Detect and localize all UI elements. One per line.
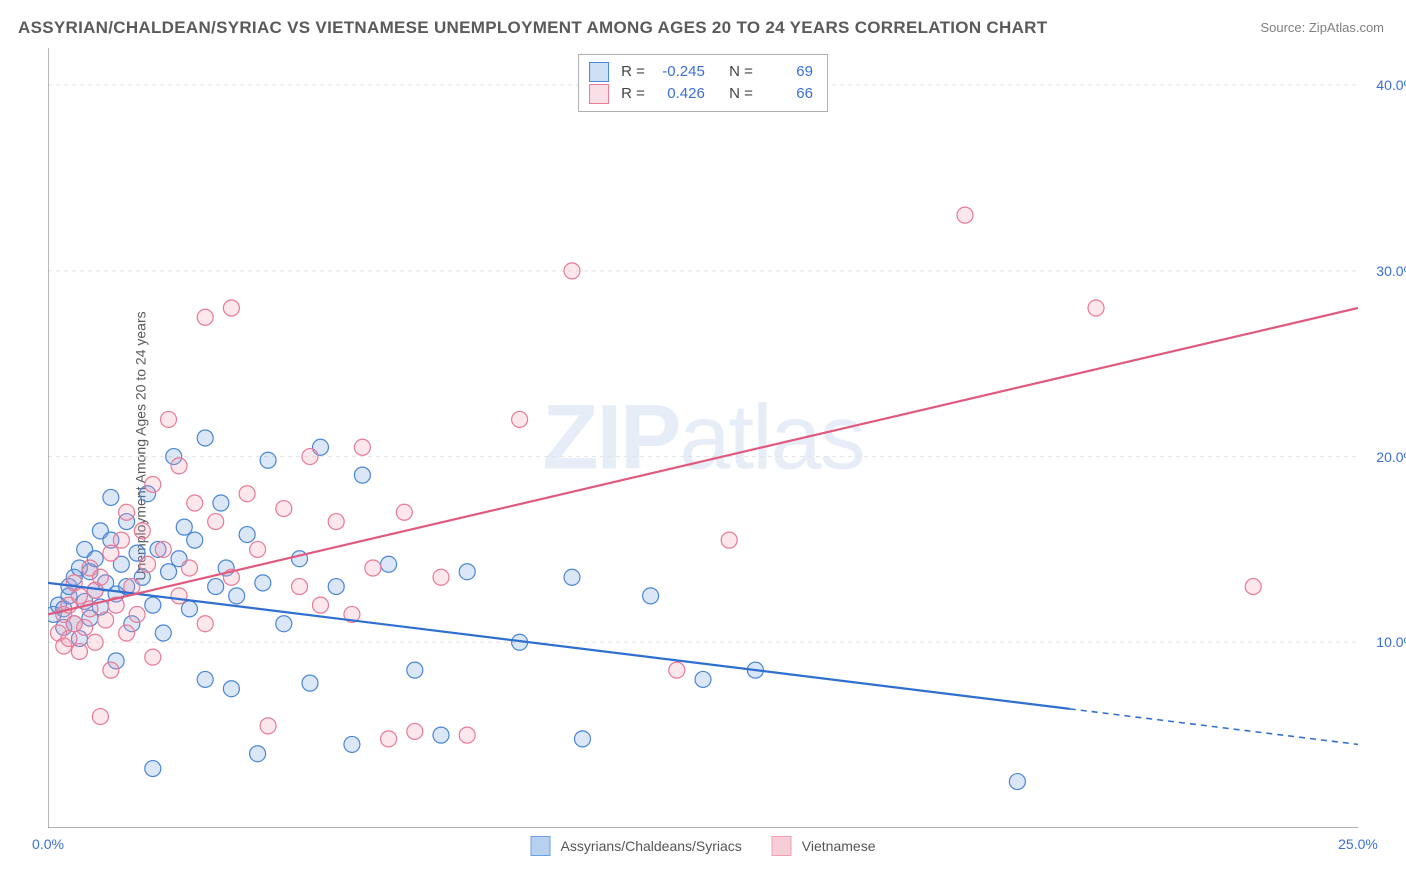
stats-legend: R = -0.245 N = 69 R = 0.426 N = 66 — [578, 54, 828, 112]
stats-row-series-0: R = -0.245 N = 69 — [589, 61, 813, 83]
stat-r-series-0: -0.245 — [653, 61, 705, 83]
scatter-plot-svg — [48, 48, 1358, 828]
chart-title: ASSYRIAN/CHALDEAN/SYRIAC VS VIETNAMESE U… — [18, 18, 1047, 38]
source-attribution: Source: ZipAtlas.com — [1260, 20, 1384, 35]
legend-label-0: Assyrians/Chaldeans/Syriacs — [561, 838, 742, 854]
y-tick-label: 30.0% — [1376, 263, 1406, 279]
chart-container: ASSYRIAN/CHALDEAN/SYRIAC VS VIETNAMESE U… — [0, 0, 1406, 892]
legend-item-0: Assyrians/Chaldeans/Syriacs — [531, 836, 742, 856]
plot-area: ZIPatlas R = -0.245 N = 69 R = 0.426 N =… — [48, 48, 1358, 828]
stat-label-r: R = — [621, 83, 645, 105]
y-tick-label: 10.0% — [1376, 634, 1406, 650]
swatch-series-1 — [589, 84, 609, 104]
stat-label-n: N = — [729, 61, 753, 83]
stat-r-series-1: 0.426 — [653, 83, 705, 105]
legend-swatch-1 — [772, 836, 792, 856]
legend-swatch-0 — [531, 836, 551, 856]
x-tick-label: 0.0% — [32, 836, 64, 852]
stats-row-series-1: R = 0.426 N = 66 — [589, 83, 813, 105]
swatch-series-0 — [589, 62, 609, 82]
bottom-legend: Assyrians/Chaldeans/Syriacs Vietnamese — [531, 836, 876, 856]
stat-label-n: N = — [729, 83, 753, 105]
y-tick-label: 20.0% — [1376, 449, 1406, 465]
y-tick-label: 40.0% — [1376, 77, 1406, 93]
x-tick-label: 25.0% — [1338, 836, 1378, 852]
stat-n-series-1: 66 — [761, 83, 813, 105]
stat-label-r: R = — [621, 61, 645, 83]
legend-item-1: Vietnamese — [772, 836, 876, 856]
legend-label-1: Vietnamese — [802, 838, 876, 854]
stat-n-series-0: 69 — [761, 61, 813, 83]
